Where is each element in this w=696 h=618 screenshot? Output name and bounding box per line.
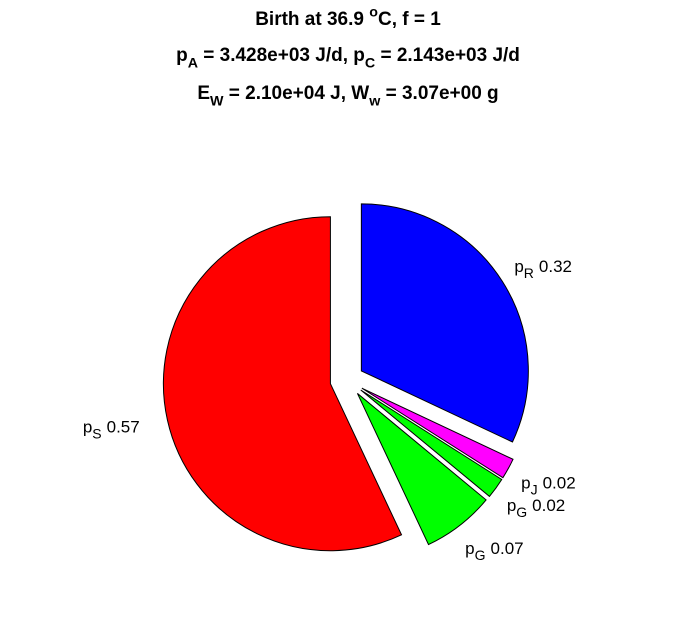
title-text: = 3.07e+00 g	[380, 83, 498, 104]
title-text: = 3.428e+03 J/d, p	[198, 45, 365, 66]
pie-slice	[356, 393, 487, 546]
label-sub: R	[524, 265, 534, 281]
chart-title: pA = 3.428e+03 J/d, pC = 2.143e+03 J/d	[176, 45, 520, 72]
pie-slice	[360, 389, 503, 498]
label-value: 0.57	[107, 417, 140, 436]
label-value: 0.02	[543, 473, 576, 492]
slice-label: pG 0.02	[507, 496, 565, 520]
label-sub: S	[92, 425, 101, 441]
pie-slice	[162, 216, 403, 552]
label-value: 0.07	[491, 539, 524, 558]
label-sub: J	[531, 481, 538, 497]
title-sup: o	[369, 4, 378, 20]
title-sub: A	[188, 56, 198, 72]
label-base: p	[521, 473, 530, 492]
chart-title: EW = 2.10e+04 J, Ww = 3.07e+00 g	[197, 83, 498, 110]
title-text: p	[176, 45, 188, 66]
title-sub: w	[368, 94, 381, 110]
pie-slice	[361, 387, 514, 479]
label-sub: G	[475, 547, 486, 563]
title-text: E	[197, 83, 210, 104]
title-text: = 2.143e+03 J/d	[375, 45, 520, 66]
chart-title: Birth at 36.9 oC, f = 1	[255, 4, 441, 30]
label-base: p	[507, 496, 516, 515]
title-sub: W	[210, 94, 224, 110]
label-base: p	[83, 417, 92, 436]
title-sub: C	[365, 56, 375, 72]
title-text: = 2.10e+04 J, W	[223, 83, 369, 104]
pie-slice	[360, 203, 529, 443]
label-base: p	[514, 257, 523, 276]
label-base: p	[465, 539, 474, 558]
label-sub: G	[516, 504, 527, 520]
label-value: 0.32	[539, 257, 572, 276]
slice-label: pS 0.57	[83, 417, 140, 441]
slice-label: pJ 0.02	[521, 473, 576, 497]
title-text: Birth at 36.9	[255, 9, 369, 30]
title-text: C, f = 1	[378, 9, 441, 30]
slice-label: pG 0.07	[465, 539, 523, 563]
slice-label: pR 0.32	[514, 257, 572, 281]
label-value: 0.02	[532, 496, 565, 515]
